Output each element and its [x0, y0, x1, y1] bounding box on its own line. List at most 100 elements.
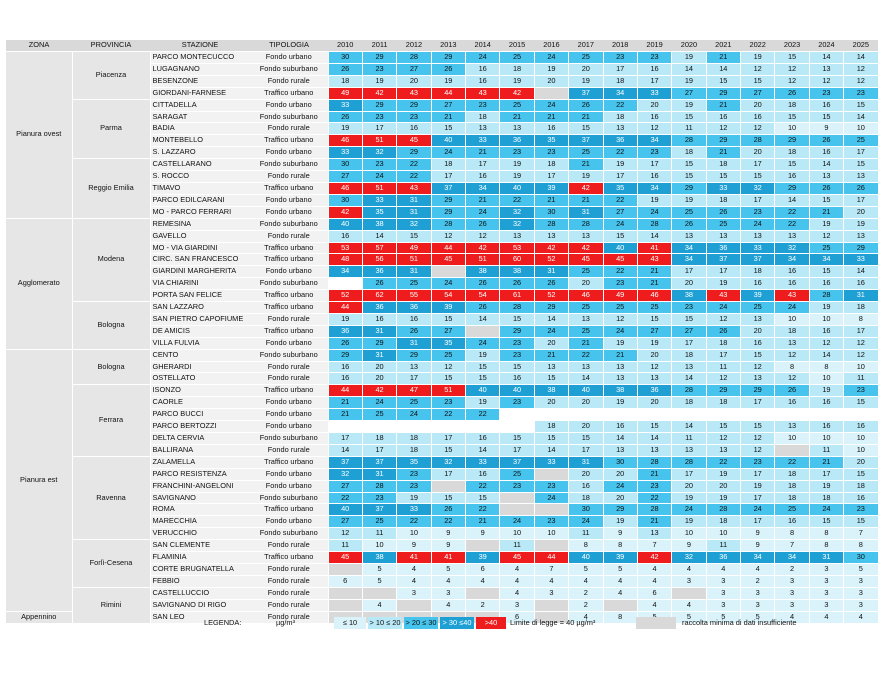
value-cell: 10	[499, 527, 535, 541]
value-cell: 33	[362, 194, 398, 207]
value-cell: 2	[740, 575, 776, 588]
value-cell: 31	[534, 265, 570, 279]
station-name: VILLA FULVIA	[150, 337, 250, 350]
value-cell: 13	[499, 122, 535, 136]
value-cell	[328, 277, 363, 291]
value-cell: 19	[671, 99, 707, 112]
value-cell: 22	[396, 158, 432, 172]
value-cell: 36	[499, 134, 535, 148]
value-cell: 29	[499, 325, 535, 338]
value-cell: 17	[362, 444, 398, 457]
station-type: Fondo rurale	[250, 361, 329, 374]
value-cell: 16	[396, 122, 432, 136]
value-cell: 24	[431, 146, 467, 160]
value-cell: 11	[809, 444, 845, 457]
province-cell: Parma	[72, 99, 151, 160]
value-cell: 9	[465, 527, 501, 541]
station-name: SAVIGNANO DI RIGO	[150, 599, 250, 612]
value-cell: 20	[843, 206, 879, 219]
value-cell: 18	[671, 146, 707, 160]
value-cell: 22	[774, 456, 810, 469]
value-cell: 13	[568, 230, 604, 243]
value-cell: 21	[637, 468, 673, 481]
station-type: Traffico urbano	[250, 301, 329, 314]
header-year: 2020	[671, 40, 707, 52]
value-cell: 42	[568, 182, 604, 195]
value-cell: 28	[637, 503, 673, 517]
value-cell: 5	[740, 611, 776, 624]
value-cell: 57	[362, 242, 398, 255]
value-cell: 32	[362, 146, 398, 160]
value-cell: 8	[843, 539, 879, 553]
station-name: LUGAGNANO	[150, 63, 250, 76]
station-type: Fondo suburbano	[250, 111, 329, 124]
value-cell: 18	[774, 99, 810, 112]
value-cell: 13	[637, 444, 673, 457]
value-cell	[809, 408, 845, 422]
value-cell: 39	[603, 551, 638, 564]
value-cell	[706, 408, 742, 422]
value-cell: 26	[431, 503, 467, 517]
table-row: Reggio Emilia CASTELLARANO Fondo suburbano…	[6, 158, 879, 219]
value-cell: 20	[637, 349, 673, 362]
value-cell: 23	[534, 480, 570, 493]
value-cell: 16	[774, 515, 810, 529]
value-cell: 10	[809, 432, 845, 445]
value-cell: 13	[534, 230, 570, 243]
value-cell: 20	[568, 396, 604, 410]
value-cell: 24	[534, 325, 570, 338]
value-cell: 14	[534, 444, 570, 457]
value-cell: 4	[671, 599, 707, 612]
value-cell: 16	[465, 468, 501, 481]
station-name: GAVELLO	[150, 230, 250, 243]
header-year: 2024	[809, 40, 844, 52]
value-cell: 18	[431, 158, 467, 172]
value-cell	[774, 408, 810, 422]
station-type: Fondo urbano	[250, 468, 329, 481]
header-year: 2013	[431, 40, 466, 52]
value-cell: 38	[465, 265, 501, 279]
value-cell: 23	[534, 515, 570, 529]
value-cell: 40	[465, 384, 501, 398]
value-cell	[603, 599, 638, 612]
value-cell: 9	[431, 527, 467, 541]
value-cell: 10	[774, 122, 810, 136]
value-cell: 19	[637, 337, 673, 350]
value-cell: 7	[637, 539, 673, 553]
value-cell: 45	[568, 253, 604, 267]
value-cell: 15	[809, 265, 845, 279]
value-cell: 25	[740, 301, 776, 314]
value-cell: 8	[603, 539, 638, 553]
value-cell: 4	[396, 575, 432, 588]
value-cell: 35	[534, 134, 570, 148]
value-cell: 14	[809, 158, 845, 172]
value-cell: 23	[465, 99, 501, 112]
value-cell: 12	[774, 75, 810, 88]
station-name: SAN CLEMENTE	[150, 539, 250, 553]
value-cell: 12	[637, 361, 673, 374]
value-cell	[499, 408, 535, 422]
value-cell: 24	[774, 301, 810, 314]
table-row: CIRC. SAN FRANCESCO Traffico urbano 48 56 51…	[6, 253, 879, 267]
value-cell: 11	[328, 539, 363, 553]
value-cell: 32	[740, 182, 776, 195]
station-type: Fondo rurale	[250, 122, 329, 136]
value-cell: 36	[362, 265, 398, 279]
header-year: 2023	[774, 40, 810, 52]
value-cell: 22	[774, 206, 810, 219]
value-cell: 19	[740, 480, 776, 493]
value-cell: 15	[706, 75, 742, 88]
legend-insufficient-swatch	[636, 617, 676, 629]
station-type: Fondo rurale	[250, 563, 329, 576]
value-cell: 34	[637, 182, 673, 195]
value-cell: 26	[843, 182, 879, 195]
value-cell: 41	[637, 242, 673, 255]
value-cell: 29	[362, 337, 398, 350]
station-type: Fondo suburbano	[250, 158, 329, 172]
value-cell: 34	[671, 242, 707, 255]
value-cell: 17	[740, 492, 776, 505]
value-cell: 29	[431, 194, 467, 207]
value-cell: 17	[396, 372, 432, 386]
value-cell: 27	[328, 515, 363, 529]
value-cell: 34	[740, 551, 776, 564]
